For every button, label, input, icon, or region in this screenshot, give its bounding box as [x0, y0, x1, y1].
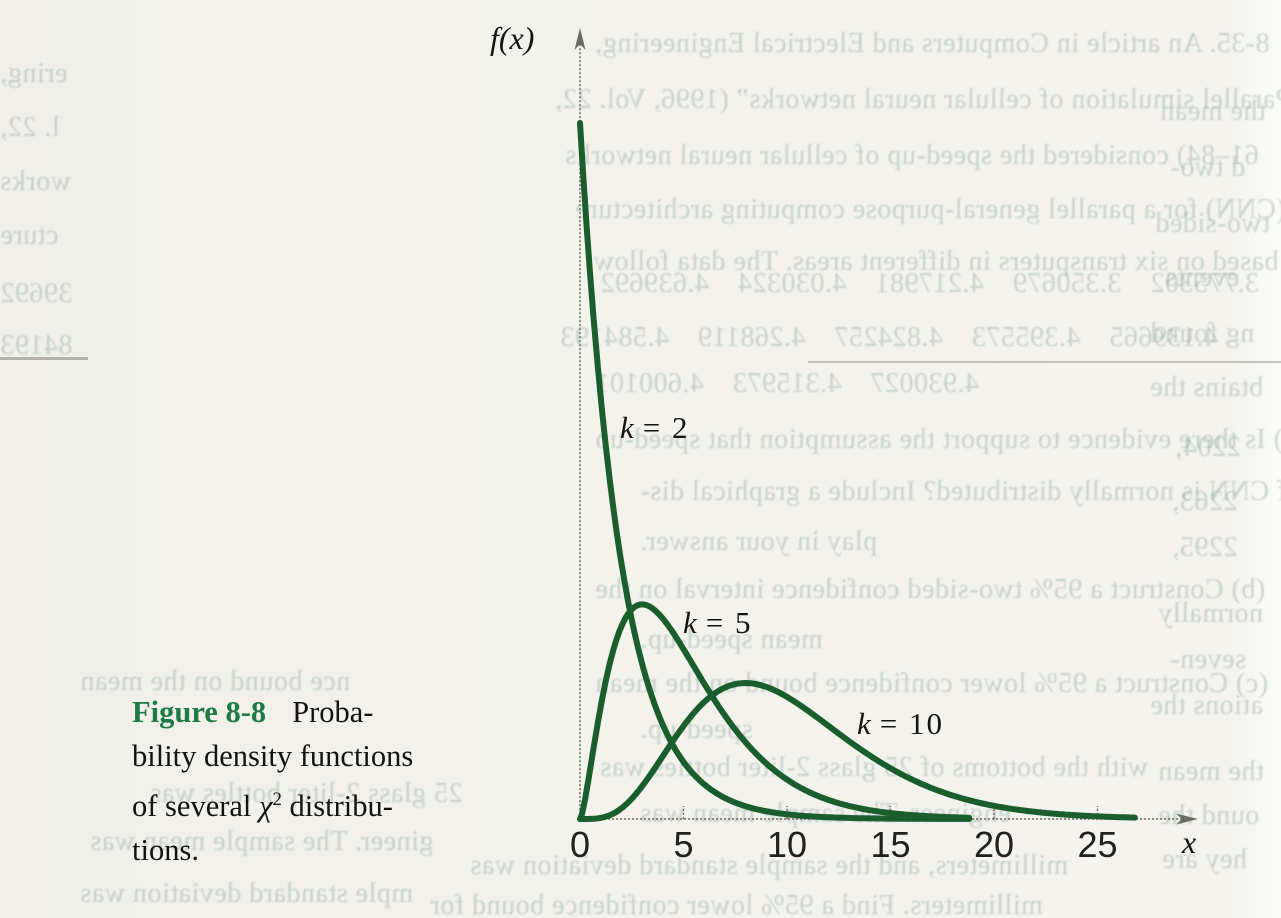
chi-exponent: 2	[272, 789, 282, 810]
x-tick-label-15: 15	[870, 824, 911, 865]
x-axis-label: x	[1182, 824, 1197, 860]
curve-label-k2: k = 2	[620, 410, 690, 445]
pdf-curve-k2	[577, 120, 973, 822]
variable-k: k	[620, 410, 634, 445]
divider	[0, 357, 88, 360]
chi-symbol: χ	[259, 789, 273, 824]
pdf-curve-k10	[577, 680, 1138, 822]
caption-text: bility density functions	[132, 739, 414, 773]
x-tick-label-0: 0	[569, 824, 591, 865]
curve-label-k5: k = 5	[683, 605, 753, 640]
caption-text: distribu-	[281, 789, 393, 824]
x-tick-label-10: 10	[766, 824, 808, 865]
x-tick-label-5: 5	[673, 824, 694, 865]
x-tick-label-20: 20	[973, 824, 1015, 865]
x-tick-label-25: 25	[1077, 824, 1118, 865]
caption-text: tions.	[132, 833, 199, 868]
divider	[808, 361, 1281, 363]
curve-label-k10: k = 10	[857, 706, 944, 741]
caption-text: of several	[132, 789, 260, 824]
caption-text: Proba-	[292, 695, 374, 729]
pdf-curve-k5	[577, 601, 973, 822]
variable-k: k	[683, 605, 697, 640]
variable-k: k	[857, 706, 871, 741]
figure-number: Figure 8-8	[132, 695, 267, 729]
figure-caption: Figure 8-8 Proba- bility density function…	[132, 690, 592, 872]
y-axis-label: f(x)	[490, 20, 535, 56]
